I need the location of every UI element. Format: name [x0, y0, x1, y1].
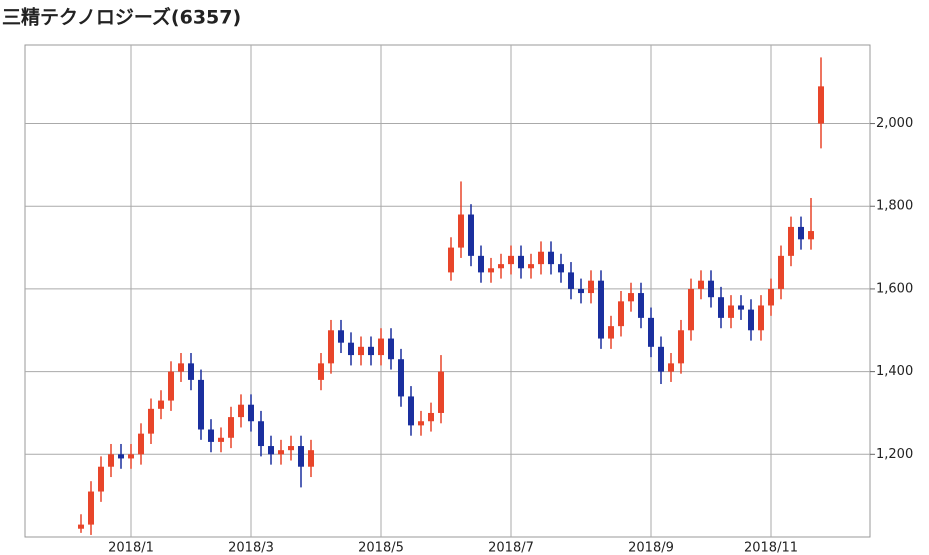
candle-body	[378, 338, 384, 356]
candle-body	[188, 363, 194, 380]
candle-body	[798, 226, 804, 240]
y-tick-label: 1,600	[876, 281, 913, 296]
candle-body	[478, 255, 484, 273]
candle-body	[538, 251, 544, 265]
y-tick-label: 1,400	[876, 364, 913, 379]
candle-body	[808, 231, 814, 240]
candle-body	[218, 437, 224, 442]
candle-body	[788, 226, 794, 256]
candle-body	[768, 288, 774, 306]
candle-body	[288, 446, 294, 451]
candle-body	[528, 264, 534, 269]
candle-body	[98, 466, 104, 492]
candle-body	[338, 330, 344, 343]
candle-body	[108, 454, 114, 467]
candle-body	[688, 288, 694, 331]
candle-body	[738, 305, 744, 310]
candle-body	[458, 214, 464, 248]
candle-body	[158, 400, 164, 409]
candle-body	[278, 450, 284, 455]
candle-body	[248, 404, 254, 422]
candle-body	[198, 379, 204, 430]
candle-body	[168, 371, 174, 401]
candle-body	[128, 454, 134, 459]
candle-body	[118, 454, 124, 459]
candle-body	[608, 326, 614, 339]
candle-body	[698, 280, 704, 289]
candle-body	[268, 446, 274, 455]
candle-body	[708, 280, 714, 298]
candle-body	[678, 330, 684, 364]
candle-body	[718, 297, 724, 318]
candle-body	[558, 264, 564, 273]
candle-body	[448, 247, 454, 273]
candle-body	[78, 524, 84, 529]
candle-body	[548, 251, 554, 265]
x-tick-label: 2018/9	[628, 541, 674, 555]
candle-body	[178, 363, 184, 372]
candle-body	[588, 280, 594, 294]
x-tick-label: 2018/11	[744, 541, 798, 555]
candle-body	[88, 491, 94, 525]
candle-body	[508, 255, 514, 265]
candle-body	[298, 446, 304, 467]
candle-body	[758, 305, 764, 331]
x-tick-label: 2018/3	[228, 541, 274, 555]
candle-body	[438, 371, 444, 413]
candle-body	[568, 272, 574, 289]
candle-body	[748, 309, 754, 331]
candle-body	[668, 363, 674, 372]
candle-body	[638, 293, 644, 318]
candle-body	[368, 346, 374, 356]
candle-body	[318, 363, 324, 380]
candle-body	[778, 255, 784, 289]
plot-frame	[24, 44, 871, 538]
candle-body	[138, 433, 144, 455]
candle-body	[648, 317, 654, 347]
candle-body	[428, 412, 434, 422]
candle-body	[498, 264, 504, 269]
candle-body	[358, 346, 364, 356]
candle-body	[488, 268, 494, 273]
candle-body	[418, 421, 424, 426]
candle-body	[308, 450, 314, 467]
y-tick-label: 1,200	[876, 447, 913, 462]
candle-body	[658, 346, 664, 372]
candle-body	[208, 429, 214, 442]
candle-body	[598, 280, 604, 339]
candle-body	[628, 293, 634, 302]
y-tick-label: 2,000	[876, 116, 913, 131]
candle-body	[728, 305, 734, 318]
candle-body	[408, 396, 414, 426]
candle-body	[228, 417, 234, 438]
chart-title: 三精テクノロジーズ(6357)	[2, 6, 241, 29]
candle-body	[398, 359, 404, 397]
candle-body	[818, 86, 824, 124]
candle-body	[258, 421, 264, 447]
candle-body	[388, 338, 394, 360]
y-tick-label: 1,800	[876, 199, 913, 214]
candle-body	[578, 288, 584, 294]
candle-body	[468, 214, 474, 256]
x-tick-label: 2018/7	[488, 541, 534, 555]
candle-body	[148, 408, 154, 434]
candle-body	[328, 330, 334, 364]
x-tick-label: 2018/1	[108, 541, 154, 555]
x-tick-label: 2018/5	[358, 541, 404, 555]
candle-body	[238, 404, 244, 418]
candle-body	[348, 342, 354, 356]
candle-body	[518, 255, 524, 269]
candle-body	[618, 301, 624, 327]
